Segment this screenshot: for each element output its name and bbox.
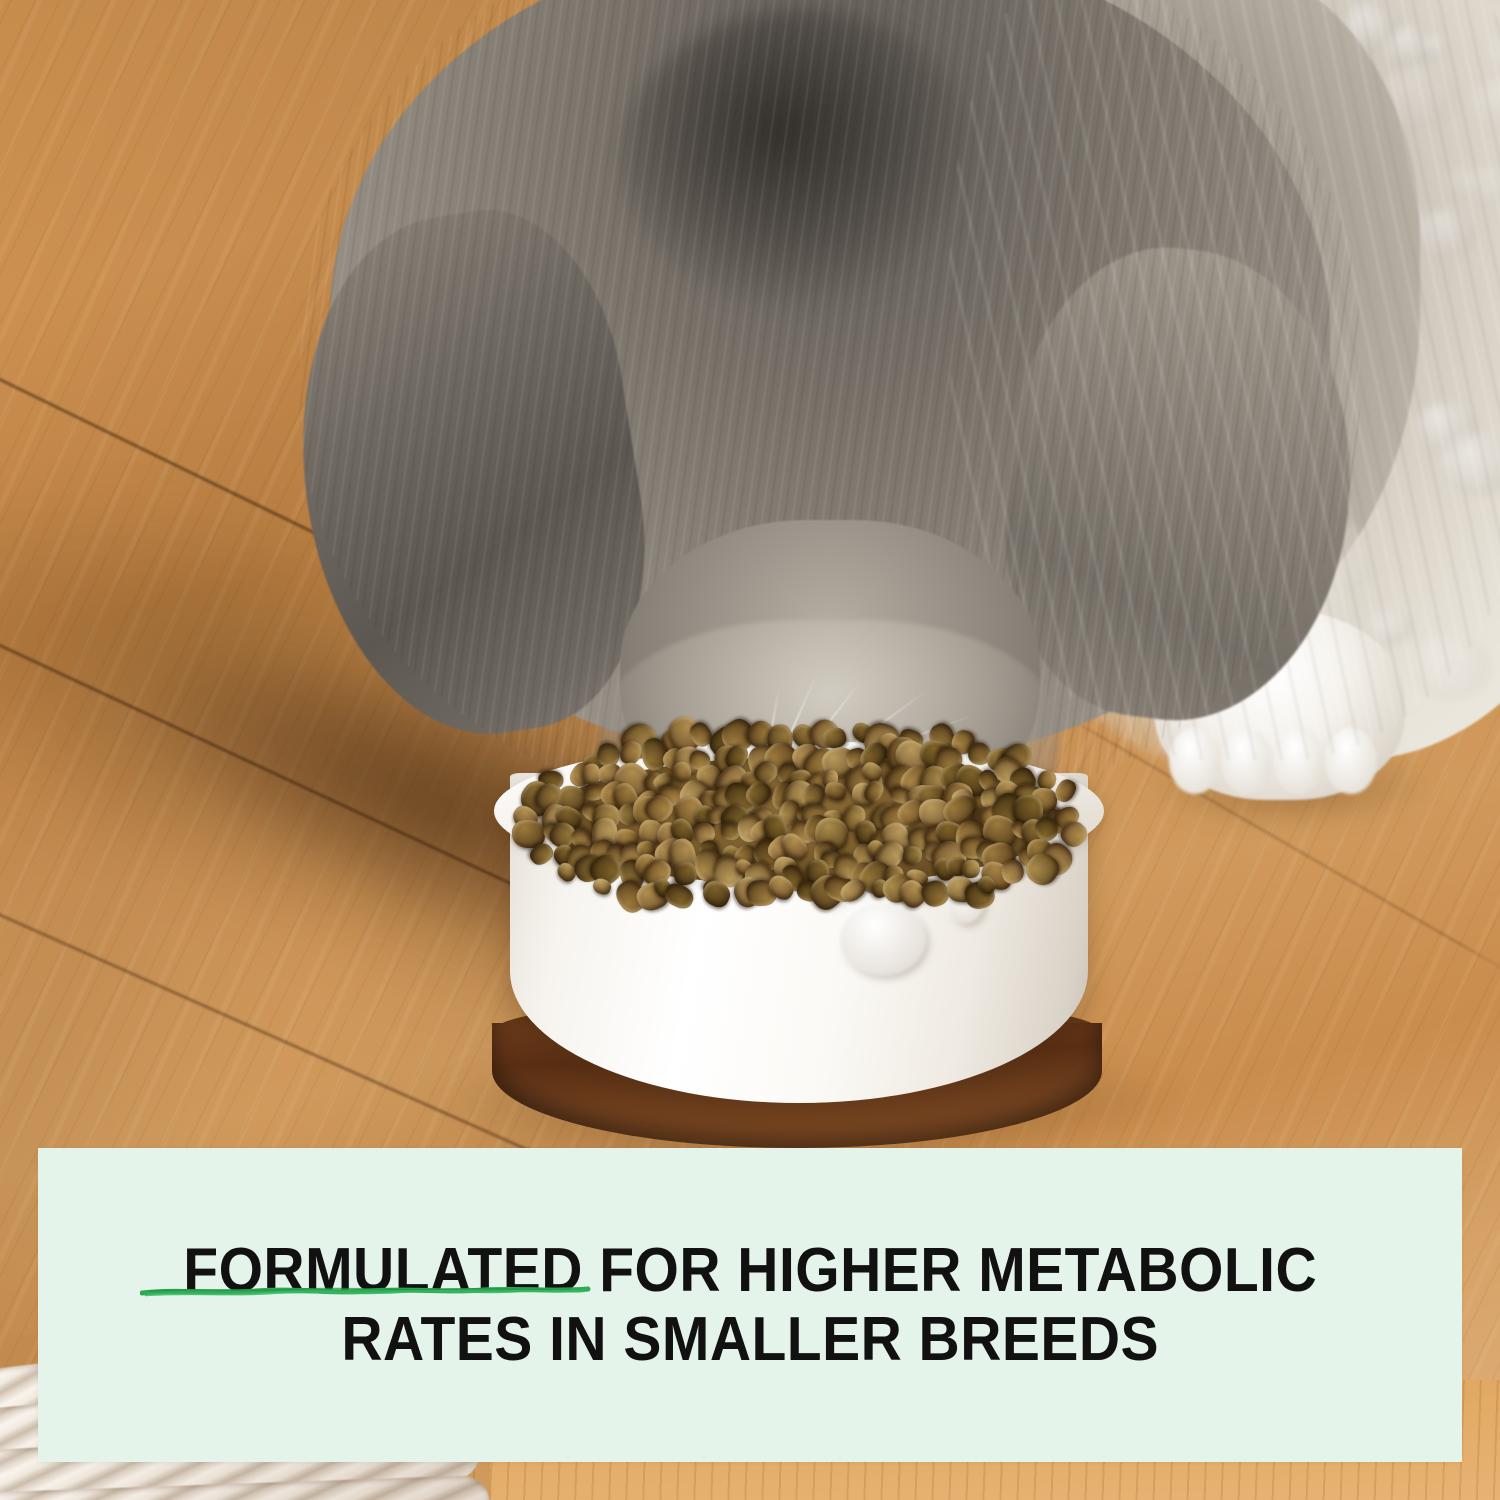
fur-curl [1421,35,1449,58]
kibble-bed [508,711,1092,917]
kibble-piece [823,780,848,802]
fur-curl [1408,634,1492,701]
fur-curl [1464,166,1500,208]
marketing-banner: FORMULATED FOR HIGHER METABOLIC RATES IN… [38,1148,1462,1462]
paw-toe [1273,728,1325,794]
fur-curl [1350,0,1378,21]
dog-food-bowl [430,711,1190,1165]
fur-curl [1446,167,1484,197]
banner-headline: FORMULATED FOR HIGHER METABOLIC RATES IN… [183,1236,1317,1375]
fur-curl [1384,26,1433,65]
dog-body-fur-texture [950,0,1500,760]
fur-curl [1415,209,1477,258]
kibble-piece [901,844,924,868]
paw-toe [1221,728,1273,794]
paw-toe [1325,728,1377,794]
paw-toe [1169,728,1221,794]
headline-line-1: FORMULATED FOR HIGHER METABOLIC [183,1235,1317,1305]
dog-head-dark-patch [620,10,980,310]
fur-curl [1439,433,1500,496]
fur-curl [1415,403,1478,453]
headline-line-2: RATES IN SMALLER BREEDS [341,1305,1159,1374]
paw-print-emboss-pad [840,903,926,975]
fur-curl [1489,27,1500,83]
